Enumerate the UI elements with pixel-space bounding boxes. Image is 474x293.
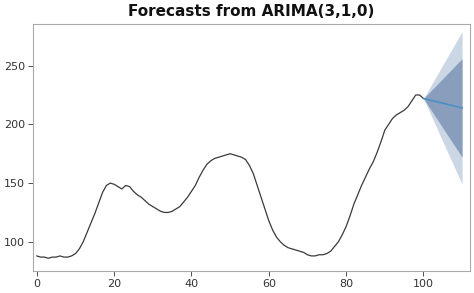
Title: Forecasts from ARIMA(3,1,0): Forecasts from ARIMA(3,1,0)	[128, 4, 374, 19]
